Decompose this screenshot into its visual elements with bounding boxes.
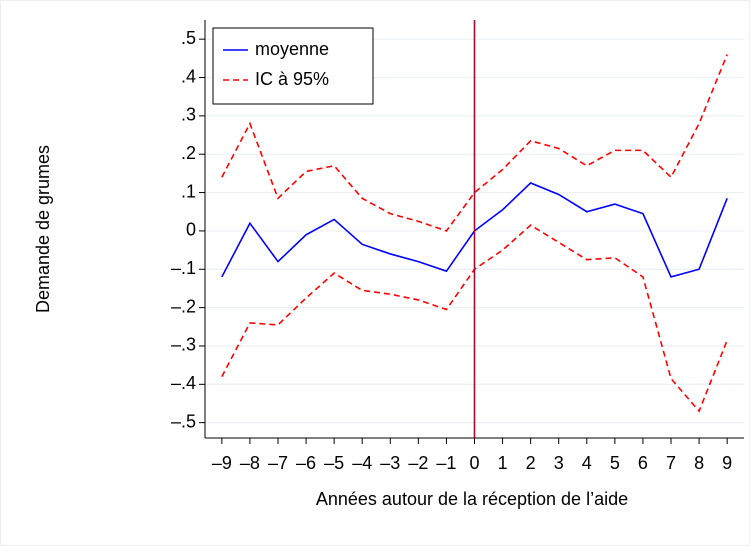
x-axis-title: Années autour de la réception de l’aide	[316, 489, 628, 509]
y-tick-label: –.5	[171, 411, 196, 431]
y-tick-label: .2	[181, 143, 196, 163]
y-tick-label: .1	[181, 181, 196, 201]
y-tick-label: –.4	[171, 373, 196, 393]
y-tick-label: –.2	[171, 296, 196, 316]
x-tick-label: –3	[380, 453, 400, 473]
x-tick-label: 8	[694, 453, 704, 473]
x-tick-label: 1	[498, 453, 508, 473]
x-tick-label: 0	[469, 453, 479, 473]
x-tick-label: 9	[722, 453, 732, 473]
y-tick-label: .4	[181, 66, 196, 86]
y-tick-label: 0	[186, 220, 196, 240]
x-tick-label: –4	[352, 453, 372, 473]
legend-label: moyenne	[255, 39, 329, 59]
x-tick-label: –9	[212, 453, 232, 473]
x-tick-label: –8	[240, 453, 260, 473]
x-tick-label: –1	[436, 453, 456, 473]
x-tick-label: 3	[554, 453, 564, 473]
x-tick-label: 2	[526, 453, 536, 473]
x-tick-label: –7	[268, 453, 288, 473]
y-tick-label: –.3	[171, 335, 196, 355]
y-tick-label: –.1	[171, 258, 196, 278]
y-tick-label: .3	[181, 105, 196, 125]
legend-box	[212, 27, 374, 105]
y-tick-label: .5	[181, 28, 196, 48]
x-tick-label: 4	[582, 453, 592, 473]
x-tick-label: –2	[408, 453, 428, 473]
legend-label: IC à 95%	[255, 69, 329, 89]
x-tick-label: 6	[638, 453, 648, 473]
y-axis-title: Demande de grumes	[33, 145, 53, 313]
x-tick-label: –6	[296, 453, 316, 473]
x-tick-label: 5	[610, 453, 620, 473]
x-tick-label: –5	[324, 453, 344, 473]
x-tick-label: 7	[666, 453, 676, 473]
